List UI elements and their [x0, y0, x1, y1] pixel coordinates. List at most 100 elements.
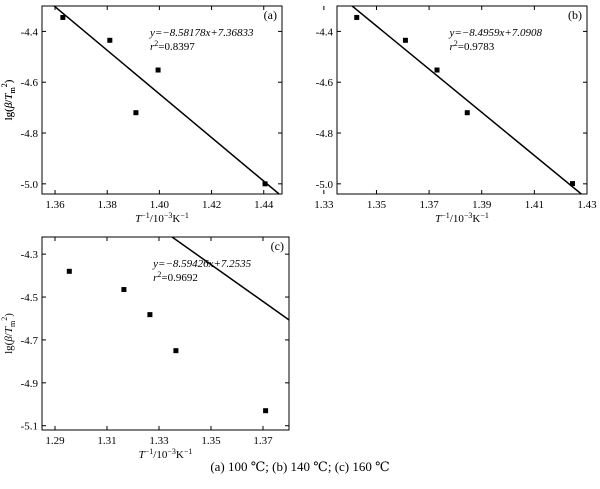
y-label-slash: / — [3, 99, 15, 103]
x-axis-label: T−1/10−3K−1 — [139, 447, 193, 461]
plot-frame — [41, 5, 283, 195]
x-label-unit2: K — [176, 449, 184, 461]
y-label-suffix: ) — [3, 313, 15, 317]
y-tick-label: -4.7 — [21, 335, 39, 347]
x-tick-label: 1.39 — [472, 199, 492, 211]
data-point — [133, 110, 139, 116]
x-label-unit-sup: −3 — [164, 211, 173, 220]
data-point — [107, 37, 113, 43]
y-tick-label: -5.1 — [21, 421, 38, 433]
y-label-prefix: lg( — [3, 341, 15, 354]
chart-panel-a: 1.36 1.38 1.40 1.42 1.44 -4.4 -4.6 -4.8 -5.0 (a) y… — [0, 5, 283, 225]
x-tick-label: 1.35 — [201, 435, 221, 447]
y-tick-label: -4.4 — [21, 26, 39, 38]
fit-line — [52, 6, 281, 194]
x-tick-label: 1.29 — [45, 435, 65, 447]
fit-line — [350, 6, 583, 194]
y-label-beta: β — [3, 336, 15, 343]
r-squared: r2=0.8397 — [150, 39, 195, 53]
data-point — [354, 14, 360, 20]
x-axis-label: T−1/10−3K−1 — [435, 211, 489, 225]
x-tick-label: 1.36 — [45, 199, 65, 211]
y-tick-label: -4.4 — [316, 26, 334, 38]
plot-frame — [336, 5, 588, 195]
x-label-sup: −1 — [441, 211, 450, 220]
y-label-sub: m — [8, 320, 17, 327]
y-tick-label: -4.8 — [21, 128, 39, 140]
y-label-t: T — [3, 93, 15, 100]
fit-equation: y=−8.4959x+7.0908 — [449, 27, 543, 39]
fit-equation: y=−8.58178x+7.36833 — [149, 27, 254, 39]
y-tick-label: -5.0 — [316, 179, 334, 191]
y-tick-label: -5.0 — [21, 179, 39, 191]
x-label-unit-sup: −3 — [167, 447, 176, 456]
y-label-slash: / — [3, 332, 15, 336]
panel-label: (a) — [264, 8, 277, 22]
data-point — [121, 287, 127, 293]
plot-frame — [41, 236, 290, 431]
r-squared-value: =0.9692 — [161, 272, 197, 284]
y-label-t: T — [3, 326, 15, 333]
r-squared-symbol: r — [150, 41, 155, 53]
y-label-prefix: lg( — [3, 108, 15, 121]
panel-label: (b) — [568, 8, 582, 22]
x-tick-label: 1.42 — [202, 199, 221, 211]
y-label-beta: β — [3, 102, 15, 109]
y-tick-label: -4.8 — [316, 128, 334, 140]
data-point — [262, 181, 268, 187]
x-tick-label: 1.38 — [98, 199, 118, 211]
y-label-t: T — [3, 93, 15, 100]
y-tick-label: -4.3 — [21, 249, 39, 261]
x-tick-label: 1.33 — [314, 199, 334, 211]
y-label-slash: / — [3, 99, 15, 103]
y-axis-label: lg(β/Tm2) — [0, 79, 17, 120]
x-axis-label: T−1/10−3K−1 — [135, 211, 189, 225]
chart-panel-c: 1.29 1.31 1.33 1.35 1.37 -4.3 -4.5 -4.7 -4.9 -5.1… — [0, 236, 290, 461]
data-point — [464, 110, 470, 116]
x-label-unit2: K — [472, 213, 480, 225]
x-tick-label: 1.31 — [97, 435, 116, 447]
data-point — [434, 67, 440, 73]
fit-line — [170, 237, 289, 321]
fit-equation: y=−8.59426x+7.2535 — [152, 258, 252, 270]
y-label-sub: m — [8, 87, 17, 94]
x-label-unit2-sup: −1 — [180, 211, 189, 220]
x-tick-label: 1.35 — [367, 199, 387, 211]
r-squared-symbol: r — [153, 272, 158, 284]
x-label-unit2-sup: −1 — [480, 211, 489, 220]
y-label-beta: β — [3, 102, 15, 109]
r-squared-exponent: 2 — [454, 39, 458, 48]
data-point — [147, 312, 153, 318]
data-point — [402, 37, 408, 43]
y-label-suffix: ) — [3, 79, 15, 83]
x-label-sup: −1 — [145, 447, 154, 456]
x-tick-label: 1.33 — [149, 435, 169, 447]
chart-panel-b: 1.33 1.35 1.37 1.39 1.41 1.43 -4.4 -4.6 -4.8 -5.0… — [0, 5, 597, 225]
x-label-var: T — [435, 213, 442, 225]
y-axis-label: lg(β/Tm2) — [0, 79, 17, 120]
r-squared-value: =0.9783 — [458, 41, 495, 53]
y-tick-label: -4.5 — [21, 292, 39, 304]
r-squared-symbol: r — [450, 41, 455, 53]
r-squared: r2=0.9783 — [450, 39, 495, 53]
x-tick-label: 1.37 — [419, 199, 439, 211]
y-label-sup: 2 — [0, 83, 9, 87]
data-point — [66, 268, 72, 274]
x-label-unit2-sup: −1 — [184, 447, 193, 456]
r-squared-value: =0.8397 — [158, 41, 195, 53]
y-tick-label: -4.9 — [21, 378, 39, 390]
x-tick-label: 1.40 — [150, 199, 170, 211]
r-squared-exponent: 2 — [154, 39, 158, 48]
y-tick-label: -4.6 — [21, 77, 39, 89]
y-tick-label: -4.6 — [316, 77, 334, 89]
x-tick-label: 1.41 — [525, 199, 544, 211]
x-tick-label: 1.44 — [254, 199, 274, 211]
y-label-prefix: lg( — [3, 108, 15, 121]
x-tick-label: 1.37 — [253, 435, 273, 447]
x-label-unit-sup: −3 — [464, 211, 473, 220]
data-point — [570, 181, 576, 187]
data-point — [263, 408, 269, 414]
x-label-unit2: K — [172, 213, 180, 225]
x-label-var: T — [139, 449, 146, 461]
